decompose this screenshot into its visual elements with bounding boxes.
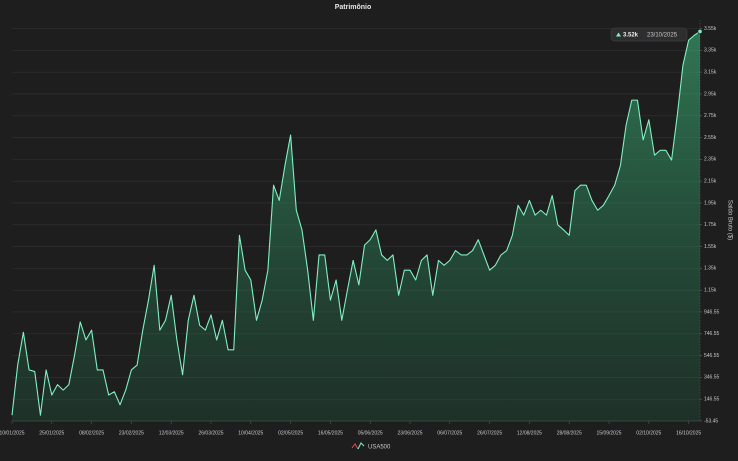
tooltip-value: 3.52k (623, 33, 639, 39)
y-tick-label: -53.45 (704, 418, 718, 424)
y-tick-label: 1.95k (704, 200, 717, 206)
legend-icon-down (351, 443, 359, 450)
x-tick-label: 12/03/2025 (159, 430, 184, 436)
y-tick-label: 3.15k (704, 69, 717, 75)
y-tick-label: 1.55k (704, 244, 717, 250)
last-point (697, 28, 703, 35)
y-tick-label: 2.95k (704, 91, 717, 97)
y-tick-label: 2.35k (704, 157, 717, 163)
x-tick-label: 16/10/2025 (676, 430, 701, 436)
x-tick-label: 28/08/2025 (557, 430, 582, 436)
x-tick-label: 12/08/2025 (517, 430, 542, 436)
x-tick-label: 02/05/2025 (278, 430, 303, 436)
x-tick-label: 06/07/2025 (437, 430, 462, 436)
x-tick-label: 10/04/2025 (238, 430, 263, 436)
x-tick-label: 10/01/2025 (0, 430, 25, 436)
x-tick-label: 08/02/2025 (79, 430, 104, 436)
y-tick-label: 946.55 (704, 309, 720, 315)
x-tick-label: 26/03/2025 (198, 430, 223, 436)
legend: USA500 (351, 442, 391, 451)
x-tick-label: 02/10/2025 (636, 430, 661, 436)
x-tick-label: 23/02/2025 (119, 430, 144, 436)
y-tick-label: 346.55 (704, 375, 720, 381)
y-tick-label: 2.15k (704, 178, 717, 184)
tooltip-box (610, 27, 688, 42)
x-tick-label: 23/06/2025 (398, 430, 423, 436)
x-tick-label: 05/06/2025 (358, 430, 383, 436)
y-tick-label: 3.55k (704, 26, 717, 32)
x-tick-label: 26/07/2025 (477, 430, 502, 436)
x-tick-label: 16/05/2025 (318, 430, 343, 436)
y-tick-label: 746.55 (704, 331, 720, 337)
y-tick-label: 1.35k (704, 266, 717, 272)
tooltip-date: 23/10/2025 (647, 33, 678, 39)
y-tick-label: 2.75k (704, 113, 717, 119)
y-tick-label: 1.75k (704, 222, 717, 228)
x-tick-label: 15/09/2025 (597, 430, 622, 436)
area-fill (12, 31, 700, 421)
y-tick-label: 146.55 (704, 397, 720, 403)
legend-label: USA500 (368, 445, 391, 451)
x-tick-label: 25/01/2025 (39, 430, 64, 436)
tooltip-icon (616, 32, 621, 37)
chart-title: Patrimônio (335, 4, 372, 11)
legend-icon-up (357, 442, 365, 450)
y-axis-title: Saldo Bruto ($) (726, 200, 732, 240)
y-tick-label: 1.15k (704, 288, 717, 294)
tooltip: 3.52k 23/10/2025 (610, 27, 688, 42)
y-tick-label: 2.55k (704, 135, 717, 141)
line (11, 30, 701, 416)
y-tick-label: 546.55 (704, 353, 720, 359)
y-tick-label: 3.35k (704, 48, 717, 54)
